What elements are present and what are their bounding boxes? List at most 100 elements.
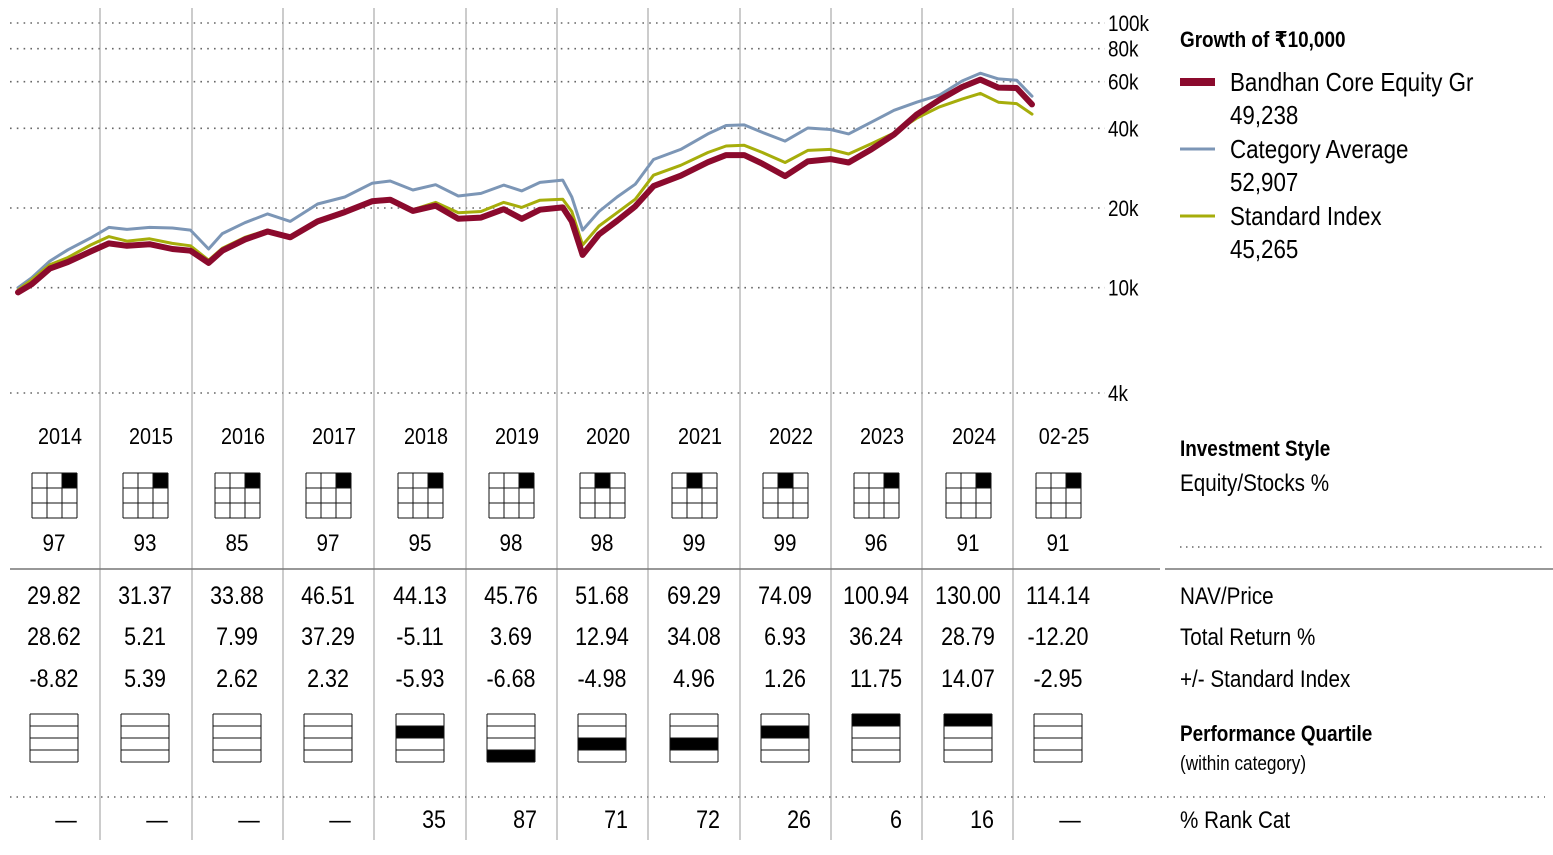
style-box: [122, 472, 169, 519]
year-label: 2022: [769, 424, 813, 450]
table-cell: 29.82: [27, 581, 81, 609]
legend-series-name: Standard Index: [1230, 202, 1382, 231]
style-box-fill: [245, 473, 260, 488]
equity-pct-value: 91: [957, 530, 980, 557]
year-label: 2019: [495, 424, 539, 450]
quartile-box: [851, 713, 901, 763]
quartile-box: [760, 713, 810, 763]
table-cell: -5.11: [396, 622, 443, 650]
quartile-box: [669, 713, 719, 763]
style-box-fill: [687, 473, 702, 488]
equity-pct-value: 99: [774, 530, 797, 557]
style-box: [488, 472, 535, 519]
legend-series-value: 49,238: [1230, 101, 1298, 130]
year-label: 2016: [221, 424, 265, 450]
quartile-fill: [578, 738, 626, 750]
equity-pct-value: 96: [865, 530, 888, 557]
quartile-box: [943, 713, 993, 763]
style-box-fill: [519, 473, 534, 488]
table-cell: 69.29: [667, 581, 721, 609]
quartile-box: [303, 713, 353, 763]
quartile-box: [120, 713, 170, 763]
rank-value: —: [238, 805, 260, 833]
table-cell: 28.79: [941, 622, 995, 650]
table-row-label: Total Return %: [1180, 624, 1315, 651]
table-cell: 51.68: [575, 581, 629, 609]
table-row-label: NAV/Price: [1180, 583, 1274, 610]
rank-value: 35: [422, 805, 446, 833]
table-cell: 2.62: [216, 664, 258, 692]
table-cell: 5.39: [124, 664, 166, 692]
rank-value: 71: [604, 805, 628, 833]
table-cell: 7.99: [216, 622, 258, 650]
year-labels: 2014 2015 2016 2017 2018 2019 2020 2021 2022 2023…: [38, 424, 1089, 450]
equity-pct-value: 97: [43, 530, 66, 557]
equity-pct-value: 98: [500, 530, 523, 557]
legend: Growth of ₹10,000 Bandhan Core Equity Gr…: [1180, 28, 1473, 264]
performance-quartile-title: Performance Quartile: [1180, 722, 1372, 747]
style-box: [671, 472, 718, 519]
rank-cat-label: % Rank Cat: [1180, 807, 1291, 834]
table-cell: -6.68: [487, 664, 536, 692]
table-cell: 130.00: [935, 581, 1001, 609]
equity-pct-value: 91: [1047, 530, 1070, 557]
equity-pct-value: 97: [317, 530, 340, 557]
rank-row: % Rank Cat — — — — 35 87 71 72 26 6 16 —: [55, 805, 1291, 833]
y-tick-label: 100k: [1108, 12, 1150, 37]
style-box-fill: [1066, 473, 1081, 488]
quartile-box: [577, 713, 627, 763]
rank-value: —: [146, 805, 168, 833]
quartile-box: [395, 713, 445, 763]
series-line-bandhan-core-equity-gr: [15, 76, 1035, 296]
quartile-fill: [761, 726, 809, 738]
legend-series-name: Bandhan Core Equity Gr: [1230, 68, 1473, 97]
y-tick-label: 10k: [1108, 276, 1139, 301]
quartile-fill: [396, 726, 444, 738]
style-box-fill: [62, 473, 77, 488]
legend-series-value: 45,265: [1230, 235, 1298, 264]
table-cell: 33.88: [210, 581, 264, 609]
equity-pct-value: 99: [683, 530, 706, 557]
style-box: [397, 472, 444, 519]
style-box: [945, 472, 992, 519]
table-cell: -12.20: [1028, 622, 1089, 650]
year-label: 2020: [586, 424, 630, 450]
table-cell: 46.51: [301, 581, 355, 609]
equity-stocks-label: Equity/Stocks %: [1180, 470, 1329, 497]
data-table: NAV/Price 29.82 31.37 33.88 46.51 44.13 45.76 5…: [27, 581, 1350, 692]
table-cell: 34.08: [667, 622, 721, 650]
quartile-box: [486, 713, 536, 763]
equity-pct-value: 95: [409, 530, 432, 557]
style-box-fill: [153, 473, 168, 488]
quartile-box: [29, 713, 79, 763]
table-cell: 11.75: [850, 664, 902, 692]
year-label: 2024: [952, 424, 996, 450]
style-box-fill: [595, 473, 610, 488]
table-cell: 45.76: [484, 581, 538, 609]
table-cell: -2.95: [1034, 664, 1083, 692]
table-cell: 100.94: [843, 581, 909, 609]
style-box-fill: [778, 473, 793, 488]
table-cell: 37.29: [301, 622, 355, 650]
line-layer: [15, 71, 1035, 296]
style-box: [31, 472, 78, 519]
quartile-boxes: Performance Quartile (within category): [29, 713, 1372, 774]
investment-style-title: Investment Style: [1180, 437, 1330, 462]
table-cell: 2.32: [307, 664, 349, 692]
quartile-fill: [852, 714, 900, 726]
rank-value: 72: [696, 805, 720, 833]
table-cell: -4.98: [578, 664, 627, 692]
table-row-label: +/- Standard Index: [1180, 666, 1350, 693]
quartile-box: [1033, 713, 1083, 763]
rank-value: 6: [890, 805, 902, 833]
year-label: 2023: [860, 424, 904, 450]
rank-value: 87: [513, 805, 537, 833]
table-cell: 31.37: [118, 581, 172, 609]
y-tick-label: 4k: [1108, 382, 1129, 407]
table-cell: 114.14: [1026, 581, 1090, 609]
year-label: 02-25: [1039, 424, 1090, 450]
rank-value: 26: [787, 805, 811, 833]
y-tick-label: 20k: [1108, 197, 1139, 222]
year-label: 2017: [312, 424, 356, 450]
